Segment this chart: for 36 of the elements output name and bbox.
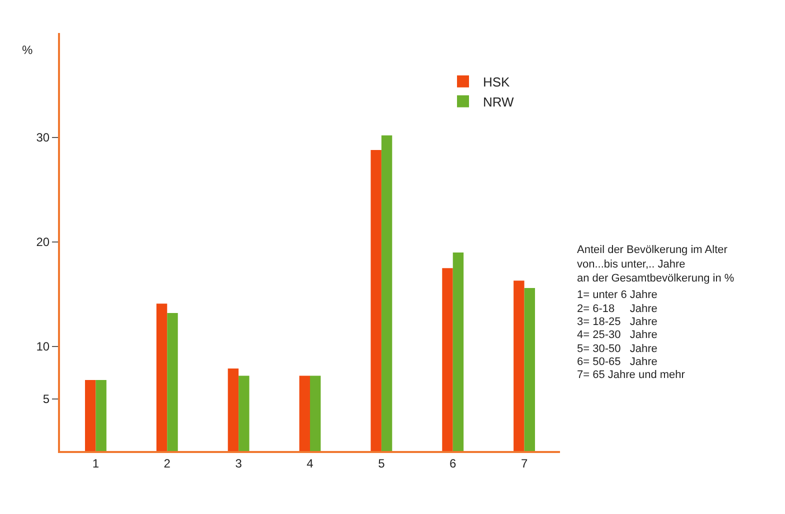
- bar: [156, 304, 168, 451]
- x-tick-label: 2: [164, 456, 171, 470]
- text: 1= unter 6 Jahre: [577, 289, 658, 301]
- legend-label: HSK: [483, 74, 510, 90]
- bar: [96, 380, 106, 451]
- x-tick-label: 3: [235, 456, 242, 470]
- bar: [299, 376, 310, 451]
- text: 2= 6-18 Jahre: [577, 303, 658, 315]
- bar: [167, 313, 178, 451]
- y-tick-label: 10: [36, 340, 50, 354]
- bar: [524, 288, 535, 451]
- text: 4= 25-30 Jahre: [577, 329, 658, 341]
- text: 7= 65 Jahre und mehr: [577, 369, 686, 381]
- text: Anteil der Bevölkerung im Alter von...bis unter,.. Jahre an der Gesamtbevölkerung in %: [577, 244, 734, 285]
- bar: [370, 150, 382, 451]
- bar: [228, 368, 239, 451]
- legend-label: NRW: [483, 94, 515, 110]
- bar: [85, 380, 96, 451]
- bar: [310, 376, 321, 451]
- y-tick-label: 5: [42, 392, 50, 406]
- x-tick-label: 7: [520, 456, 528, 470]
- bar: [238, 376, 250, 451]
- text: 5= 30-50 Jahre: [577, 343, 658, 355]
- x-tick-label: 5: [378, 456, 386, 470]
- bar: [452, 252, 464, 451]
- x-tick-label: 4: [306, 456, 314, 470]
- x-tick-label: 6: [450, 456, 457, 470]
- bar: [381, 135, 392, 451]
- y-tick-label: 20: [36, 235, 50, 250]
- bar: [514, 280, 524, 451]
- y-axis-title: %: [22, 43, 33, 57]
- text: 6= 50-65 Jahre: [577, 356, 658, 368]
- bar: [442, 268, 453, 451]
- x-tick-label: 1: [92, 456, 100, 470]
- y-tick-label: 30: [36, 130, 50, 145]
- text: 3= 18-25 Jahre: [577, 316, 658, 328]
